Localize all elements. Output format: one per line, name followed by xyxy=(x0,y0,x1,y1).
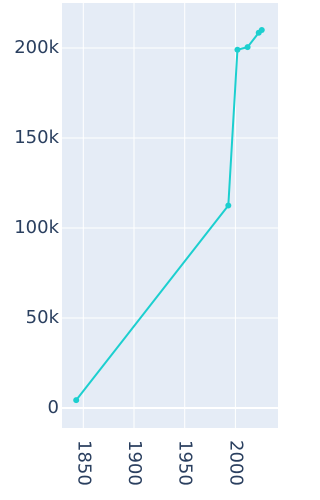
data-point xyxy=(244,44,251,51)
x-tick-label: 1950 xyxy=(175,440,196,486)
plot-area xyxy=(62,3,278,428)
y-tick-label: 0 xyxy=(48,397,59,418)
data-point xyxy=(258,27,265,34)
data-point xyxy=(73,397,80,404)
y-tick-label: 50k xyxy=(26,307,60,328)
x-tick-label: 1850 xyxy=(73,440,94,486)
data-point xyxy=(225,202,232,209)
y-tick-label: 200k xyxy=(14,37,59,58)
x-tick-label: 1900 xyxy=(124,440,145,486)
data-point xyxy=(234,46,241,53)
y-tick-label: 100k xyxy=(14,217,59,238)
y-tick-label: 150k xyxy=(14,127,59,148)
chart: 1850 1900 1950 2000 0 50k 100k 150k 200k xyxy=(14,3,278,486)
x-tick-label: 2000 xyxy=(225,440,246,486)
